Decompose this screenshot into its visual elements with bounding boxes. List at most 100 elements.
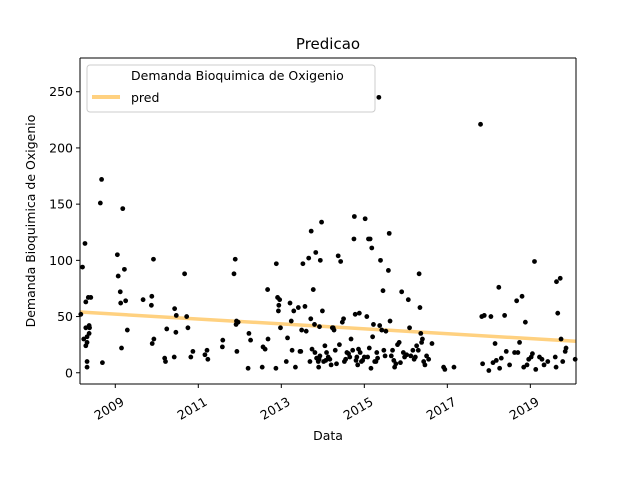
data-point [352,311,358,317]
data-point [420,336,425,342]
data-point [385,268,391,273]
data-point [84,340,90,345]
data-point [442,366,448,372]
data-point [265,336,271,342]
data-point [407,325,412,331]
data-point [173,329,179,335]
data-point [317,353,323,359]
data-point [285,335,290,341]
data-point [317,324,322,330]
data-point [365,354,371,360]
y-tick-label: 100 [49,253,73,268]
data-point [426,356,432,362]
data-point [560,359,566,364]
legend-box [86,64,376,113]
data-point [380,288,386,294]
data-point [151,256,156,262]
data-point [497,365,503,371]
data-point [182,271,188,277]
data-point [99,177,104,182]
data-point [84,359,90,364]
data-point [83,299,89,305]
data-point [164,326,170,332]
data-point [88,295,94,300]
data-point [422,362,428,368]
data-point [120,206,126,212]
data-point [493,357,499,363]
data-point [396,340,402,345]
data-point [151,336,157,342]
data-point [289,347,295,353]
data-point [354,354,360,360]
data-point [265,287,271,292]
data-point [204,347,210,353]
data-point [173,313,179,318]
data-point [519,293,525,299]
data-point [316,364,322,370]
data-point [386,230,392,236]
data-point [377,323,383,328]
data-point [381,347,387,353]
data-point [378,257,383,263]
data-point [418,331,424,336]
data-point [563,345,569,351]
data-point [478,121,483,127]
data-point [334,361,339,367]
data-point [87,325,92,331]
data-point [293,364,298,370]
data-point [248,337,253,343]
data-point [383,328,389,334]
data-point [379,327,385,333]
data-point [351,236,357,242]
data-point [124,327,130,333]
data-point [522,319,528,325]
data-point [205,356,211,362]
legend-label-pred: pred [131,90,159,105]
data-point [273,261,279,267]
data-point [555,310,561,316]
data-point [486,368,492,373]
data-point [355,362,361,368]
data-point [572,356,578,362]
data-point [376,94,382,100]
data-point [80,264,85,270]
data-point [259,364,265,370]
data-point [557,275,563,281]
data-point [307,359,313,364]
data-point [313,250,319,255]
data-point [328,362,334,368]
data-point [553,364,559,370]
legend-label-scatter: Demanda Bioquimica de Oxigenio [131,68,344,83]
data-point [277,297,283,303]
data-point [184,314,190,319]
data-point [317,257,323,263]
data-point [412,354,418,360]
data-point [481,313,487,318]
x-axis-label: Data [313,428,343,443]
data-point [361,354,367,360]
data-point [503,349,509,354]
data-point [398,360,403,366]
data-point [515,350,521,355]
data-point [337,342,342,348]
data-point [539,356,545,362]
data-point [374,350,380,355]
data-point [347,354,353,360]
data-point [369,245,375,251]
data-point [517,340,522,345]
data-point [331,327,337,333]
data-point [119,345,124,351]
data-point [323,357,329,363]
y-tick-label: 200 [49,140,73,155]
data-point [309,346,315,352]
data-point [532,259,537,264]
data-point [416,271,422,277]
data-point [514,298,520,304]
data-point [235,319,241,325]
data-point [82,241,88,246]
data-point [312,350,318,355]
data-point [123,298,129,304]
data-point [234,349,240,354]
data-point [364,314,370,319]
